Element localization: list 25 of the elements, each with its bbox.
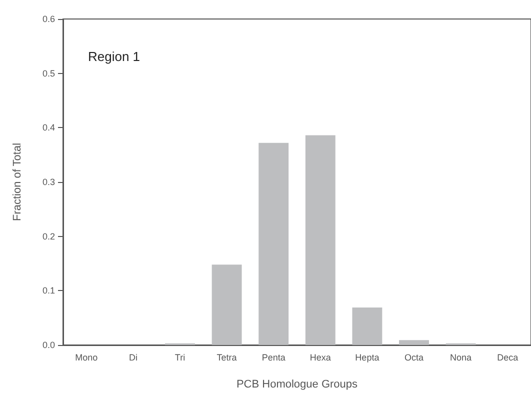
x-tick-label: Deca — [497, 352, 518, 362]
bar — [399, 340, 429, 345]
x-tick-label: Tri — [174, 352, 186, 362]
y-tick-label: 0.2 — [42, 231, 55, 242]
y-tick-label: 0.1 — [42, 286, 55, 296]
x-tick-label: Di — [128, 352, 138, 362]
y-tick-label: 0.6 — [42, 14, 55, 24]
bar — [212, 264, 242, 345]
y-tick-label: 0.4 — [42, 122, 55, 133]
bar — [305, 135, 336, 345]
x-tick-label: Octa — [404, 352, 424, 362]
y-axis-title: Fraction of Total — [12, 142, 24, 222]
x-tick-label: Penta — [262, 352, 286, 362]
y-tick-label: 0.0 — [42, 340, 55, 350]
x-tick-label: Hexa — [310, 352, 331, 362]
x-tick-label: Nona — [450, 352, 472, 362]
y-tick-label: 0.5 — [42, 68, 55, 78]
x-axis-title: PCB Homologue Groups — [236, 378, 358, 390]
annotation: Region 1 — [88, 49, 140, 64]
y-tick-label: 0.3 — [42, 177, 55, 187]
bar — [258, 142, 289, 345]
x-tick-label: Tetra — [216, 352, 237, 362]
x-tick-label: Mono — [75, 352, 98, 362]
x-tick-label: Hepta — [355, 352, 380, 362]
bar — [352, 308, 382, 345]
